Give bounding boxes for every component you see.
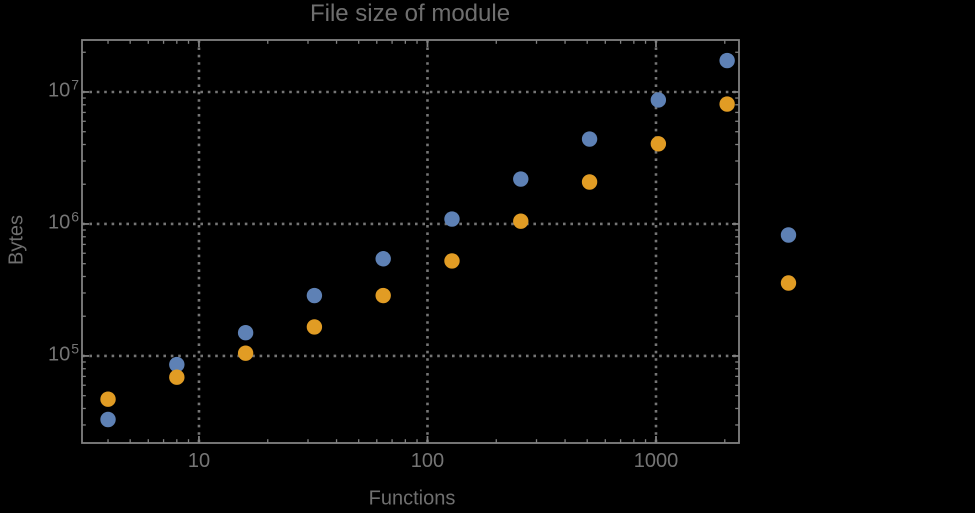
data-point-orange xyxy=(169,369,185,385)
data-point-blue xyxy=(581,131,598,147)
data-point-orange xyxy=(650,136,667,152)
data-point-blue xyxy=(780,227,797,243)
y-tick-exponent: 5 xyxy=(71,340,79,357)
data-point-orange xyxy=(375,287,391,304)
data-point-orange xyxy=(100,391,116,407)
data-point-blue xyxy=(719,52,735,69)
data-point-blue xyxy=(100,411,116,428)
y-tick-label: 107 xyxy=(47,76,79,102)
chart-title: File size of module xyxy=(309,0,511,27)
x-axis-label: Functions xyxy=(368,487,456,510)
x-tick-label: 10 xyxy=(187,450,211,472)
data-point-orange xyxy=(719,96,735,112)
data-point-orange xyxy=(780,275,797,291)
data-point-blue xyxy=(306,287,323,304)
data-point-blue xyxy=(444,211,460,227)
y-tick-exponent: 7 xyxy=(71,76,79,93)
data-point-blue xyxy=(513,171,529,187)
data-point-blue xyxy=(650,92,667,108)
data-point-orange xyxy=(513,213,529,229)
x-tick-label: 1000 xyxy=(633,450,679,472)
y-tick-exponent: 6 xyxy=(71,208,79,225)
data-point-blue xyxy=(169,356,185,373)
data-point-orange xyxy=(306,319,323,335)
data-point-blue xyxy=(237,325,254,341)
data-point-orange xyxy=(237,345,254,361)
y-tick-label: 106 xyxy=(47,208,79,234)
data-point-blue xyxy=(375,251,391,267)
data-point-orange xyxy=(581,174,598,190)
plot-frame xyxy=(81,39,740,444)
data-point-orange xyxy=(444,253,460,269)
x-tick-label: 100 xyxy=(410,450,445,472)
y-tick-label: 105 xyxy=(47,340,79,366)
